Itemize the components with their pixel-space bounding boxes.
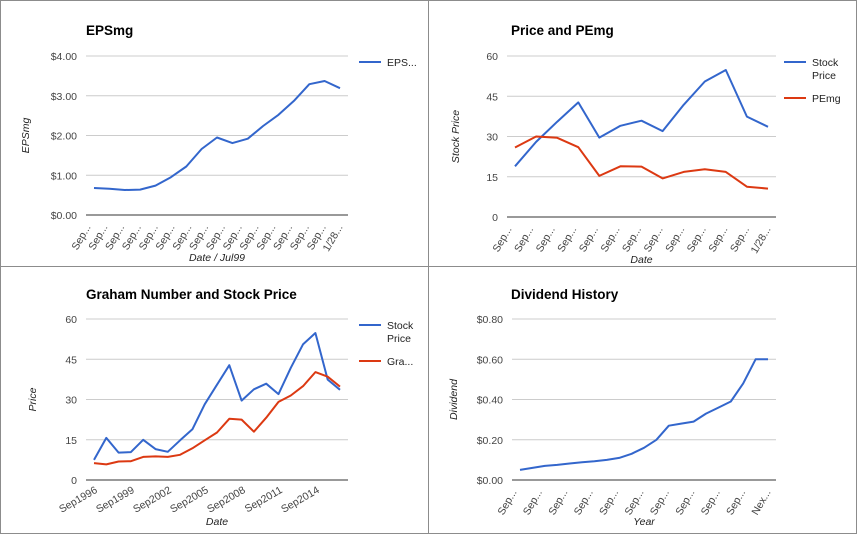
series-line	[93, 332, 341, 461]
y-tick-label: $0.00	[51, 210, 77, 222]
legend-label: PEmg	[812, 93, 841, 105]
chart-title: Graham Number and Stock Price	[86, 287, 297, 302]
y-tick-label: $0.80	[477, 314, 503, 326]
y-tick-label: 15	[486, 172, 498, 184]
chart-title: EPSmg	[86, 23, 133, 38]
x-tick-label: Sep...	[699, 488, 723, 518]
dividend-chart: Dividend History $0.00 $0.20 $0.40 $0.60 $0.8…	[448, 287, 776, 528]
x-tick-label: Sep...	[663, 225, 687, 255]
x-tick-label: Sep...	[555, 225, 579, 255]
y-axis-label: Dividend	[448, 378, 460, 420]
x-tick-label: Sep2011	[243, 484, 285, 515]
y-tick-label: $2.00	[51, 131, 77, 143]
eps-chart: EPSmg$0.00$1.00$2.00$3.00$4.00EPSmgSep..…	[20, 23, 417, 264]
x-tick-label: Sep2008	[205, 484, 248, 515]
y-tick-label: 0	[492, 212, 498, 224]
x-tick-label: Sep...	[546, 488, 570, 518]
y-tick-label: 15	[65, 435, 77, 447]
x-axis-label: Date	[630, 254, 652, 266]
y-tick-label: $0.40	[477, 395, 503, 407]
legend-label: Price	[387, 333, 411, 345]
price-pe-chart-panel: Price and PEmg 0 15 30 45 60 Stock Price Sep...…	[428, 0, 857, 267]
x-tick-label: Sep...	[642, 224, 666, 254]
y-axis-label: Price	[27, 387, 39, 411]
x-tick-label: Sep...	[490, 225, 514, 255]
y-tick-label: 0	[71, 475, 77, 487]
y-tick-label: 45	[65, 354, 77, 366]
y-tick-label: $1.00	[51, 170, 77, 182]
series-line	[514, 135, 769, 190]
x-tick-label: Sep...	[577, 225, 601, 255]
series-line	[514, 69, 769, 167]
y-axis-label: Stock Price	[450, 110, 462, 163]
chart-title: Price and PEmg	[511, 23, 614, 38]
x-tick-label: 1/28...	[749, 225, 774, 256]
x-tick-label: Sep...	[534, 225, 558, 255]
x-axis-label: Year	[633, 516, 655, 528]
y-tick-label: $4.00	[51, 51, 77, 63]
x-tick-label: Sep1996	[57, 484, 100, 515]
legend-label: Stock	[812, 57, 839, 69]
series-line	[93, 80, 341, 191]
y-tick-label: 30	[486, 132, 498, 144]
x-tick-label: Sep...	[706, 225, 730, 255]
legend-label: Price	[812, 70, 836, 82]
y-tick-label: 60	[486, 51, 498, 63]
eps-chart-panel: EPSmg $0.00 $1.00 $2.00 $3.00 $4.00 EPSmg Sep..…	[0, 0, 429, 267]
y-tick-label: 45	[486, 91, 498, 103]
legend-label: Gra...	[387, 356, 413, 368]
price-pe-chart: Price and PEmg 0 15 30 45 60 Stock Price Sep...…	[450, 23, 841, 266]
x-axis-label: Date / Jul99	[189, 252, 245, 264]
dividend-chart-panel: Dividend History $0.00 $0.20 $0.40 $0.60 $0.8…	[428, 266, 857, 534]
y-tick-label: $0.20	[477, 435, 503, 447]
series-line	[93, 371, 341, 466]
x-axis-label: Date	[206, 516, 228, 528]
x-tick-label: Sep2014	[279, 484, 322, 515]
x-tick-label: Sep...	[685, 225, 709, 255]
x-tick-label: Sep...	[598, 225, 622, 255]
y-tick-label: $0.60	[477, 354, 503, 366]
x-tick-label: Nex...	[749, 488, 773, 518]
y-tick-label: $3.00	[51, 91, 77, 103]
x-tick-label: Sep...	[648, 488, 672, 518]
y-tick-label: $0.00	[477, 475, 503, 487]
x-tick-label: Sep2002	[131, 484, 174, 515]
x-tick-label: Sep...	[572, 488, 596, 518]
x-tick-label: Sep...	[597, 488, 621, 518]
x-tick-label: Sep...	[521, 488, 545, 518]
x-tick-label: Sep...	[620, 225, 644, 255]
legend-label: EPS...	[387, 57, 417, 69]
x-tick-label: Sep...	[622, 488, 646, 518]
x-tick-label: Sep2005	[168, 484, 211, 515]
series-line	[519, 358, 768, 471]
x-tick-label: Sep...	[673, 488, 697, 518]
x-tick-label: Sep...	[495, 488, 519, 518]
graham-price-chart: Graham Number and Stock Price 0 15 30 45 60 Pr…	[27, 287, 414, 528]
graham-price-chart-panel: Graham Number and Stock Price 0 15 30 45 60 Pr…	[0, 266, 429, 534]
y-tick-label: 30	[65, 395, 77, 407]
x-tick-label: Sep1999	[94, 484, 137, 515]
chart-title: Dividend History	[511, 287, 619, 302]
x-tick-label: Sep...	[512, 225, 536, 255]
y-tick-label: 60	[65, 314, 77, 326]
y-axis-label: EPSmg	[20, 118, 32, 154]
x-tick-label: Sep...	[724, 488, 748, 518]
legend-label: Stock	[387, 320, 414, 332]
